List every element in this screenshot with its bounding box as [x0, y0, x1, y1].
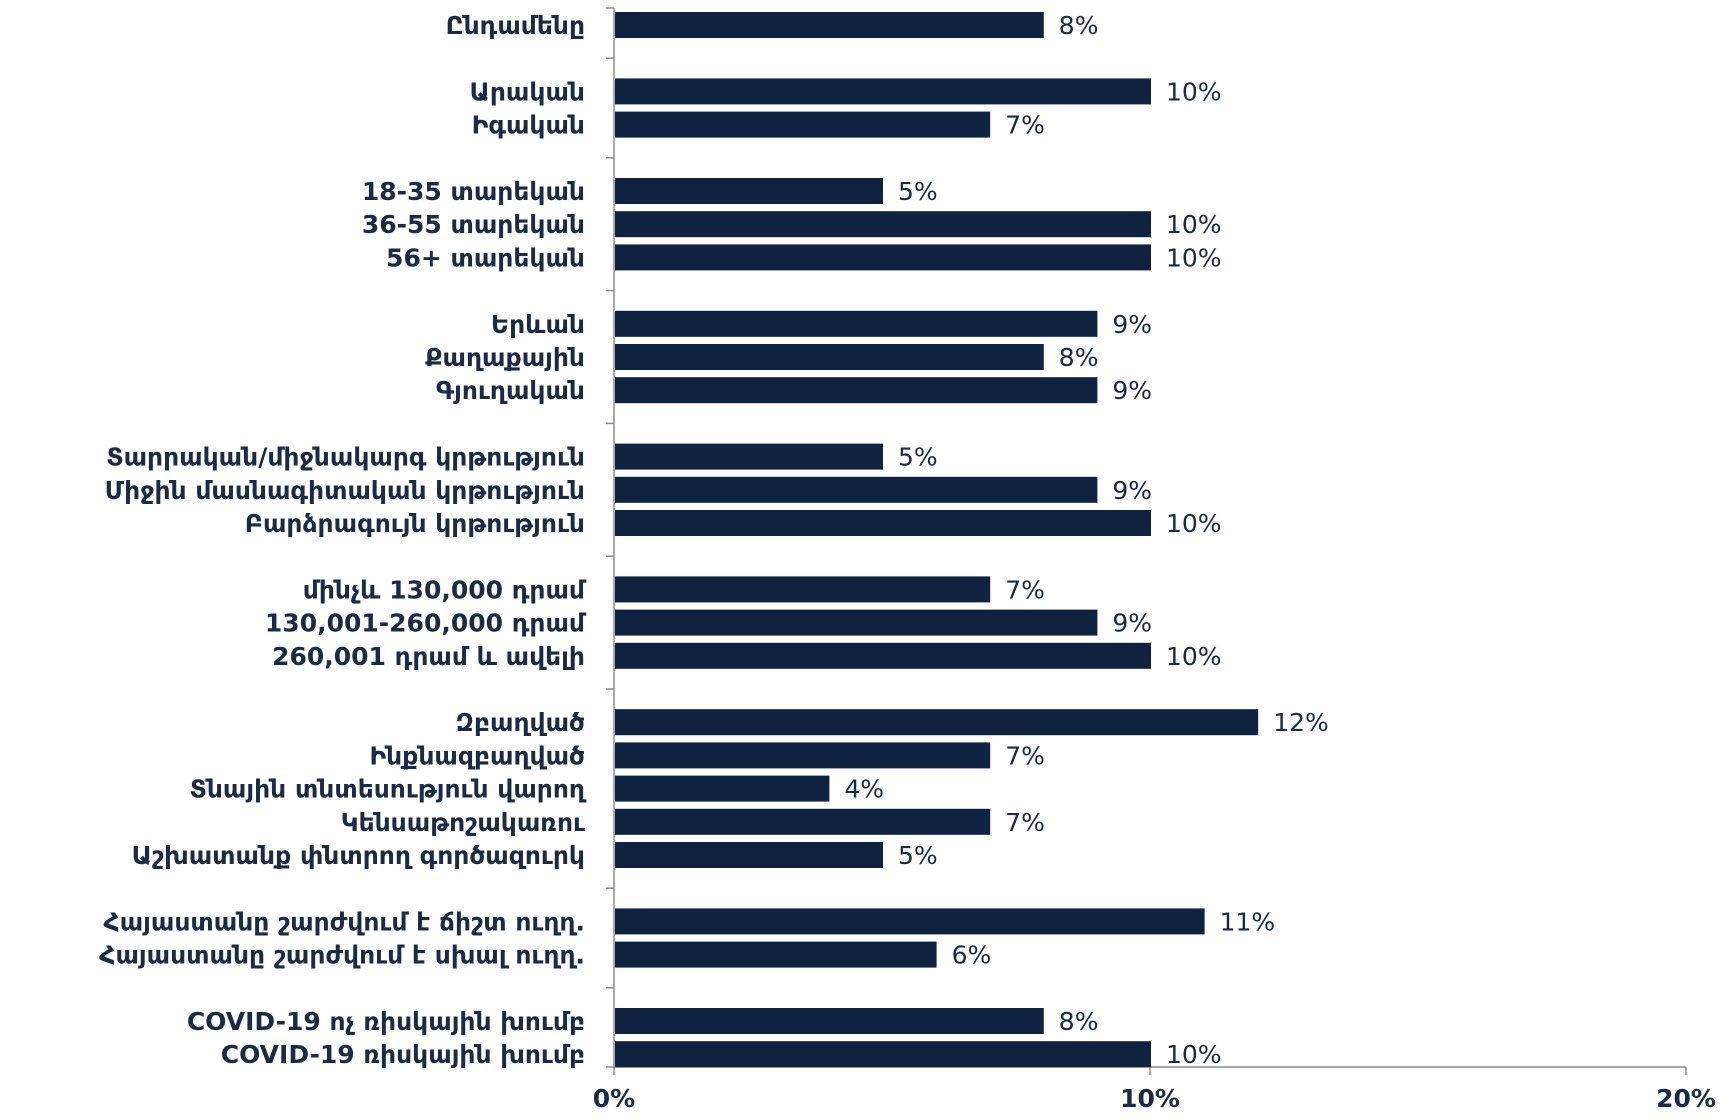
data-label: 6%: [952, 941, 992, 970]
category-label: COVID-19 ռիսկային խումբ: [221, 1040, 585, 1069]
category-label: Երևան: [491, 310, 585, 339]
bar: [615, 344, 1044, 370]
data-label: 4%: [844, 775, 884, 804]
data-label: 9%: [1112, 376, 1152, 405]
bar: [615, 244, 1151, 271]
data-label: 8%: [1059, 1007, 1099, 1036]
bar: [615, 12, 1044, 38]
category-label: 36-55 տարեկան: [362, 210, 585, 239]
data-label: 10%: [1166, 642, 1222, 671]
bar: [615, 709, 1259, 736]
category-label: Գյուղական: [436, 376, 585, 405]
bar: [615, 908, 1205, 935]
bar: [615, 642, 1151, 669]
x-tick-label: 10%: [1120, 1084, 1180, 1113]
category-label: մինչև 130,000 դրամ: [303, 575, 587, 604]
category-label: 56+ տարեկան: [386, 243, 585, 272]
bar: [615, 742, 991, 769]
data-label: 9%: [1112, 310, 1152, 339]
category-label: Հայաստանը շարժվում է սխալ ուղղ.: [99, 941, 585, 970]
category-label: Տարրական/միջնակարգ կրթություն: [106, 443, 585, 472]
category-label: Քաղաքային: [425, 343, 585, 372]
x-tick-label: 0%: [593, 1084, 635, 1113]
bar: [615, 310, 1098, 337]
x-tick-label: 20%: [1656, 1084, 1716, 1113]
category-label: Իգական: [472, 111, 585, 140]
bar: [615, 211, 1151, 238]
bar: [615, 111, 991, 138]
data-label: 7%: [1005, 575, 1045, 604]
bar: [615, 576, 991, 603]
bar: [615, 476, 1098, 503]
data-label: 11%: [1220, 907, 1276, 936]
bar: [615, 842, 883, 868]
data-label: 9%: [1112, 609, 1152, 638]
bar: [615, 775, 830, 802]
data-label: 5%: [898, 841, 938, 870]
bar: [615, 941, 937, 968]
category-label: Հայաստանը շարժվում է ճիշտ ուղղ.: [103, 907, 585, 936]
data-label: 8%: [1059, 11, 1099, 40]
bar: [615, 609, 1098, 636]
data-label: 10%: [1166, 210, 1222, 239]
category-label: Զբաղված: [456, 708, 585, 737]
category-label: 18-35 տարեկան: [362, 177, 585, 206]
data-label: 10%: [1166, 243, 1222, 272]
data-label: 7%: [1005, 808, 1045, 837]
category-label: Ընդամենը: [446, 11, 585, 40]
category-label: 260,001 դրամ և ավելի: [272, 642, 585, 671]
category-label: Արական: [470, 77, 585, 106]
data-label: 10%: [1166, 509, 1222, 538]
category-label: Կենսաթոշակառու: [341, 808, 585, 837]
category-label: COVID-19 ոչ ռիսկային խումբ: [187, 1007, 585, 1036]
bar: [615, 178, 883, 204]
data-label: 7%: [1005, 111, 1045, 140]
bar: [615, 510, 1151, 536]
bar: [615, 377, 1098, 404]
data-label: 7%: [1005, 741, 1045, 770]
bar: [615, 78, 1151, 105]
data-label: 9%: [1112, 476, 1152, 505]
category-label: Տնային տնտեսություն վարող: [190, 775, 587, 804]
bar: [615, 808, 991, 835]
category-label: Միջին մասնագիտական կրթություն: [105, 476, 585, 505]
category-label: Աշխատանք փնտրող գործազուրկ: [132, 841, 585, 870]
data-label: 5%: [898, 177, 938, 206]
bar: [615, 443, 883, 470]
data-label: 5%: [898, 443, 938, 472]
category-label: Ինքնազբաղված: [369, 741, 585, 770]
bar: [615, 1008, 1044, 1034]
category-label: Բարձրագույն կրթություն: [245, 509, 585, 538]
bar: [615, 1041, 1151, 1068]
data-label: 10%: [1166, 77, 1222, 106]
category-label: 130,001-260,000 դրամ: [265, 609, 587, 638]
data-label: 8%: [1059, 343, 1099, 372]
data-label: 12%: [1273, 708, 1329, 737]
data-label: 10%: [1166, 1040, 1222, 1069]
